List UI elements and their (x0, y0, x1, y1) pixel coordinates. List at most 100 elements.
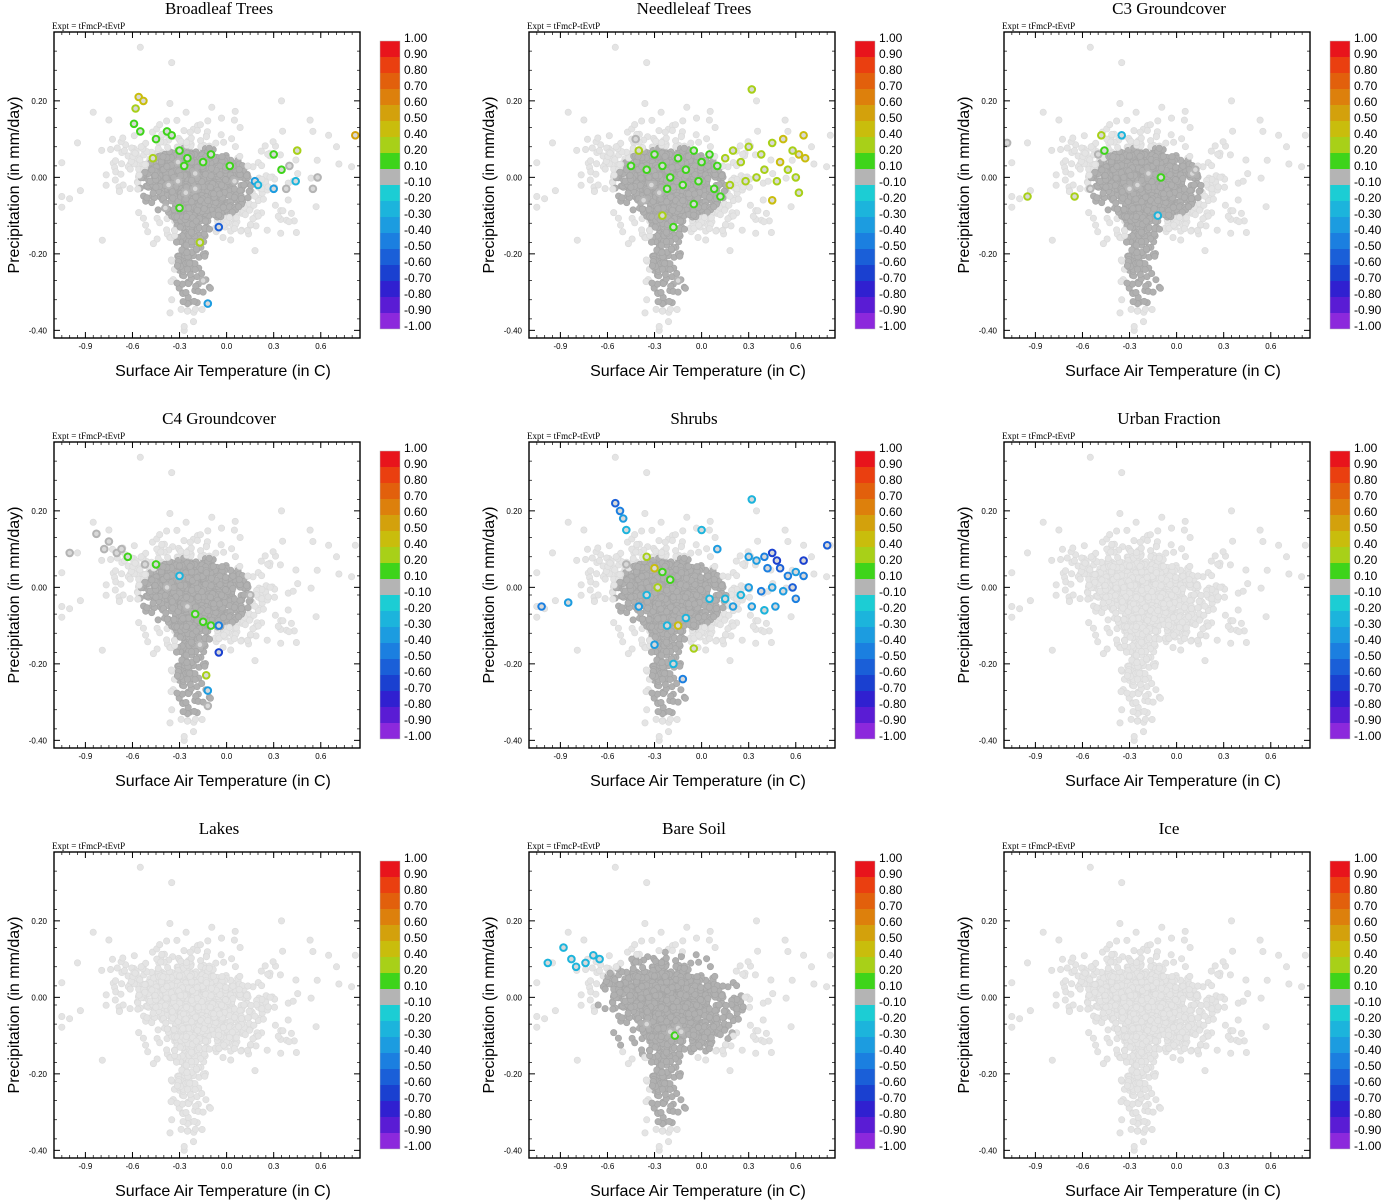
background-point (1201, 247, 1209, 255)
gray-point (667, 245, 675, 253)
background-point (594, 134, 602, 142)
background-point (292, 229, 300, 237)
gray-point (1118, 188, 1126, 196)
colorbar-frame (379, 40, 401, 330)
data-point (269, 150, 279, 159)
gray-point (1137, 228, 1145, 236)
gray-point (182, 241, 190, 249)
background-point (292, 156, 300, 164)
x-tick-label: -0.9 (78, 342, 92, 351)
colorbar-segment (380, 169, 400, 185)
x-tick-label: -0.3 (173, 342, 187, 351)
background-point (1076, 185, 1084, 193)
gray-point (1126, 152, 1134, 160)
background-point (702, 236, 710, 244)
background-point (1008, 203, 1016, 211)
background-point (601, 185, 609, 193)
background-point (716, 211, 724, 219)
gray-point (1140, 297, 1148, 305)
background-point (102, 181, 110, 189)
data-point (198, 157, 208, 167)
gray-point (651, 223, 659, 231)
background-point (231, 143, 239, 151)
background-point (1170, 138, 1178, 146)
background-point (573, 146, 581, 154)
background-point (1235, 218, 1243, 226)
gray-point (1143, 206, 1151, 214)
background-point (746, 201, 754, 209)
colorbar-segment (380, 313, 400, 329)
colorbar-segment (855, 201, 875, 217)
background-point (1216, 173, 1224, 181)
background-point (1170, 221, 1178, 229)
background-point (583, 135, 591, 143)
background-point (309, 127, 317, 135)
data-point (214, 222, 224, 232)
background-point (1298, 163, 1306, 171)
colorbar-segment (855, 121, 875, 137)
data-point (136, 127, 145, 136)
y-tick-label: 0.00 (31, 173, 47, 182)
gray-point (1172, 176, 1180, 184)
gray-point (1104, 206, 1112, 214)
gray-point (679, 197, 687, 205)
gray-point (245, 187, 253, 195)
gray-point (624, 189, 632, 197)
background-point (782, 174, 790, 182)
background-point (668, 127, 676, 135)
gray-point (163, 163, 171, 171)
gray-point (654, 298, 662, 306)
gray-point (1112, 199, 1120, 207)
gray-point (1159, 152, 1167, 160)
gray-point (680, 144, 688, 152)
background-point (673, 305, 681, 313)
background-point (705, 225, 713, 233)
background-point (126, 185, 134, 193)
background-point (287, 209, 295, 217)
background-point (167, 256, 175, 264)
data-point (151, 134, 161, 144)
background-point (1052, 171, 1060, 179)
background-point (177, 305, 185, 313)
colorbar-segment (855, 249, 875, 265)
gray-point (684, 152, 692, 160)
background-point (136, 43, 144, 51)
background-point (1259, 127, 1267, 135)
colorbar-segment (855, 153, 875, 169)
background-point (1229, 207, 1237, 215)
data-point (705, 150, 714, 159)
colorbar-label: -0.70 (879, 271, 907, 285)
background-point (1221, 201, 1229, 209)
gray-point (1168, 153, 1176, 161)
gray-point (216, 171, 224, 179)
data-point (689, 199, 699, 209)
background-point (631, 121, 639, 129)
colorbar-label: -0.30 (879, 207, 907, 221)
gray-point (1156, 183, 1164, 191)
background-point (1234, 196, 1242, 204)
background-point (734, 195, 742, 203)
background-point (1116, 309, 1124, 317)
colorbar-label: 0.50 (404, 111, 428, 125)
background-point (564, 108, 572, 116)
gray-point (173, 238, 181, 246)
data-point (131, 104, 140, 113)
background-point (692, 131, 700, 139)
background-point (1136, 128, 1144, 136)
gray-point (623, 199, 631, 207)
background-point (754, 207, 762, 215)
background-point (722, 221, 730, 229)
x-axis-label: Surface Air Temperature (in C) (590, 363, 806, 380)
data-point (206, 150, 216, 159)
gray-point (691, 190, 699, 198)
data-point (183, 153, 192, 163)
colorbar-label: -0.70 (404, 271, 432, 285)
colorbar-label: 0.20 (879, 143, 903, 157)
data-point (173, 157, 183, 167)
colorbar-segment (855, 89, 875, 105)
background-point (266, 173, 274, 181)
data-point (681, 165, 691, 174)
gray-point (190, 297, 198, 305)
colorbar-label: -0.10 (404, 175, 432, 189)
background-point (1182, 214, 1190, 222)
